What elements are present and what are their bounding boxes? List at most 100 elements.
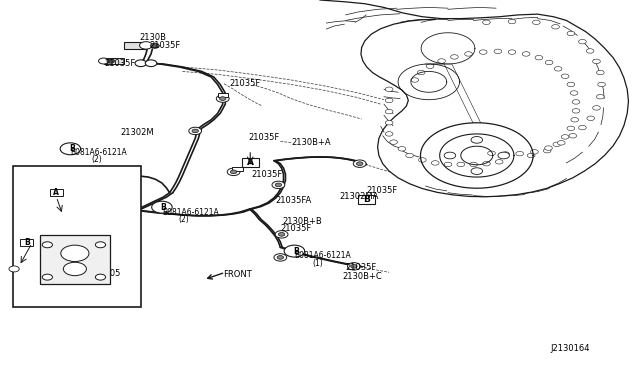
Text: (2): (2) [92,155,102,164]
Circle shape [274,254,287,261]
Text: B: B [293,247,298,256]
Text: 21035F: 21035F [280,224,312,233]
Circle shape [567,31,575,36]
Circle shape [107,59,115,63]
Circle shape [593,106,600,110]
Circle shape [579,125,586,130]
Circle shape [552,25,559,29]
Bar [50,189,63,196]
Circle shape [508,50,516,54]
Circle shape [275,231,288,238]
Text: (2): (2) [178,215,189,224]
Circle shape [502,152,509,156]
Text: 21035F: 21035F [366,186,397,195]
Circle shape [398,147,406,151]
Circle shape [390,140,397,144]
Circle shape [385,132,393,136]
Text: B081A6-6121A: B081A6-6121A [162,208,219,217]
Circle shape [42,274,52,280]
Circle shape [483,161,490,166]
Circle shape [570,91,578,95]
Bar [40,235,110,284]
Circle shape [465,52,472,56]
Text: B: B [161,203,166,212]
Circle shape [135,60,147,67]
Circle shape [411,78,419,82]
Circle shape [508,19,516,24]
Circle shape [596,94,604,99]
Text: (1): (1) [312,259,323,267]
Circle shape [571,118,579,122]
Circle shape [457,162,465,167]
Circle shape [61,245,89,262]
Circle shape [545,146,552,150]
Circle shape [572,100,580,104]
Circle shape [438,59,445,63]
Circle shape [348,263,360,270]
Circle shape [545,60,553,65]
Text: B081A6-6121A: B081A6-6121A [294,251,351,260]
Text: 21035F: 21035F [104,60,136,68]
Circle shape [351,264,357,268]
Bar [242,158,259,167]
Circle shape [63,262,86,276]
Circle shape [99,58,109,64]
Circle shape [451,55,458,59]
Text: 2130B+C: 2130B+C [342,272,382,280]
Text: 21035F: 21035F [229,79,260,88]
Circle shape [495,160,503,164]
Circle shape [95,242,106,248]
Circle shape [431,161,439,165]
Circle shape [419,158,426,162]
Text: 21035F: 21035F [346,263,377,272]
Text: A: A [247,158,253,167]
Circle shape [598,82,605,87]
Circle shape [532,20,540,25]
Circle shape [596,70,604,75]
Circle shape [535,55,543,60]
Bar [232,167,243,171]
Circle shape [284,245,305,257]
Circle shape [385,87,393,92]
Text: 21302MA: 21302MA [339,192,379,201]
Bar [124,42,146,49]
Circle shape [554,67,562,71]
Circle shape [42,242,52,248]
Circle shape [498,152,509,159]
Circle shape [561,74,569,78]
Circle shape [9,266,19,272]
Circle shape [527,153,535,158]
Circle shape [522,52,530,56]
Circle shape [230,170,237,174]
Circle shape [561,135,569,139]
Circle shape [275,183,282,187]
Text: 2130B: 2130B [140,33,166,42]
Circle shape [385,109,393,114]
Circle shape [586,49,594,53]
Circle shape [543,148,551,153]
Circle shape [471,168,483,174]
Circle shape [494,49,502,54]
Circle shape [60,143,81,155]
Circle shape [593,59,600,64]
Text: 2130B+A: 2130B+A [292,138,332,147]
Circle shape [587,116,595,121]
Text: 21305: 21305 [95,269,121,278]
Circle shape [488,151,495,155]
Bar [13,166,141,307]
Circle shape [444,152,456,159]
Bar [358,195,375,204]
Circle shape [567,126,575,131]
Circle shape [277,256,284,259]
Circle shape [572,109,580,113]
Circle shape [444,162,452,167]
Circle shape [567,82,575,87]
Circle shape [227,168,240,176]
Circle shape [385,121,393,125]
Circle shape [471,137,483,143]
Circle shape [189,127,202,135]
Circle shape [406,153,413,158]
Circle shape [553,142,561,147]
Text: 21035F: 21035F [149,41,180,50]
Circle shape [483,20,490,25]
